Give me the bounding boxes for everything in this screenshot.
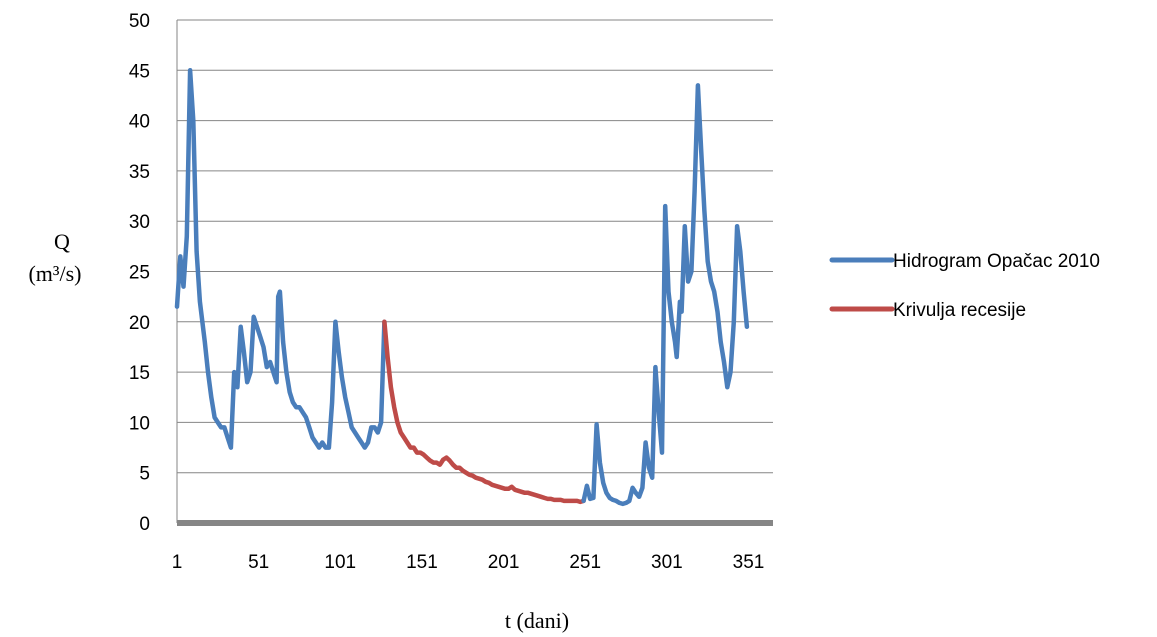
- legend-label-hidrogram: Hidrogram Opačac 2010: [893, 251, 1100, 272]
- y-tick-label: 25: [129, 263, 150, 284]
- x-tick-label: 351: [733, 552, 765, 573]
- series-line-1: [382, 319, 586, 505]
- series-lines: [174, 68, 750, 507]
- y-tick-label: 0: [139, 514, 150, 535]
- x-tick-label: 201: [488, 552, 520, 573]
- series-line-2: [581, 83, 750, 507]
- y-tick-label: 5: [139, 464, 150, 485]
- y-tick-label: 10: [129, 413, 150, 434]
- series-line-0: [174, 68, 387, 450]
- x-tick-label: 1: [172, 552, 183, 573]
- y-tick-label: 45: [129, 61, 150, 82]
- x-tick-labels: 1 51 101 151 201 251 301 351: [172, 552, 765, 573]
- x-tick-label: 101: [324, 552, 356, 573]
- x-tick-label: 151: [406, 552, 438, 573]
- x-tick-label: 301: [651, 552, 683, 573]
- x-axis-title: t (dani): [505, 608, 569, 633]
- y-tick-label: 35: [129, 162, 150, 183]
- y-tick-label: 50: [129, 11, 150, 32]
- y-tick-label: 30: [129, 212, 150, 233]
- y-tick-label: 40: [129, 112, 150, 133]
- legend: Hidrogram Opačac 2010 Krivulja recesije: [829, 251, 1100, 321]
- y-tick-label: 15: [129, 363, 150, 384]
- x-tick-label: 51: [248, 552, 269, 573]
- y-tick-label: 20: [129, 313, 150, 334]
- y-axis-unit: (m³/s): [28, 261, 81, 286]
- x-tick-label: 251: [569, 552, 601, 573]
- y-tick-labels: 0 5 10 15 20 25 30 35 40 45 50: [129, 11, 150, 535]
- y-axis-title: Q: [54, 229, 70, 254]
- legend-label-recesija: Krivulja recesije: [893, 300, 1026, 321]
